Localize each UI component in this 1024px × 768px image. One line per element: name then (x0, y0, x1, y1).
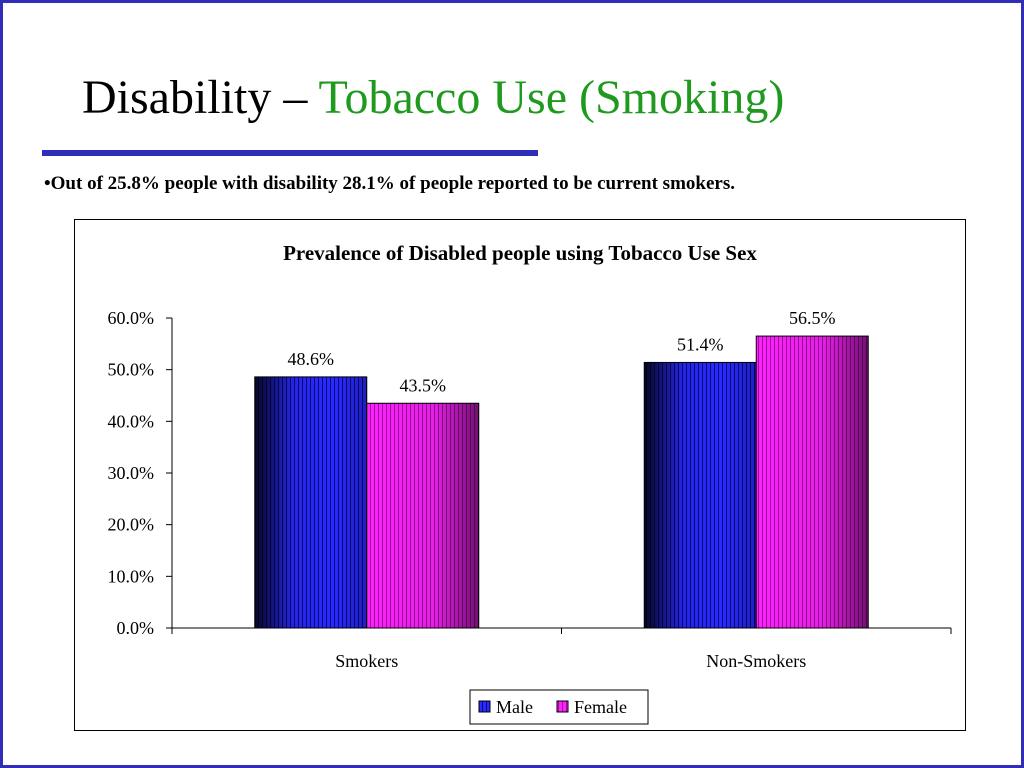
legend-label: Male (496, 697, 533, 717)
chart-container: Prevalence of Disabled people using Toba… (74, 219, 966, 731)
bar-outline (643, 361, 757, 629)
y-tick-label: 30.0% (108, 463, 155, 483)
legend-label: Female (574, 697, 627, 717)
y-tick-label: 20.0% (108, 515, 155, 535)
bar-outline (755, 335, 869, 629)
slide-title: Disability – Tobacco Use (Smoking) (82, 68, 784, 128)
data-label: 51.4% (677, 334, 724, 354)
chart-plot-area: 0.0% 10.0% 20.0% 30.0% 40.0% 50.0% 60.0% 48.6% 4… (108, 308, 952, 725)
title-underline (42, 150, 538, 156)
bar-outline (366, 402, 480, 629)
data-label: 56.5% (789, 308, 836, 328)
legend-swatch-male (478, 700, 491, 713)
x-tick-label: Non-Smokers (706, 651, 806, 671)
data-label: 48.6% (288, 349, 335, 369)
y-tick-label: 40.0% (108, 411, 155, 431)
chart-title: Prevalence of Disabled people using Toba… (283, 241, 757, 265)
legend-swatch-female (556, 700, 569, 713)
bar-chart: Prevalence of Disabled people using Toba… (108, 241, 952, 725)
y-tick-label: 60.0% (108, 308, 155, 328)
y-tick-label: 0.0% (117, 618, 155, 638)
bullet-text: •Out of 25.8% people with disability 28.… (44, 173, 735, 194)
bar-outline (254, 376, 368, 629)
y-tick-label: 50.0% (108, 360, 155, 380)
data-label: 43.5% (400, 375, 447, 395)
y-tick-label: 10.0% (108, 566, 155, 586)
x-tick-label: Smokers (335, 651, 398, 671)
slide-title-accent: Tobacco Use (Smoking) (318, 71, 785, 124)
slide-title-main: Disability – (82, 71, 319, 124)
